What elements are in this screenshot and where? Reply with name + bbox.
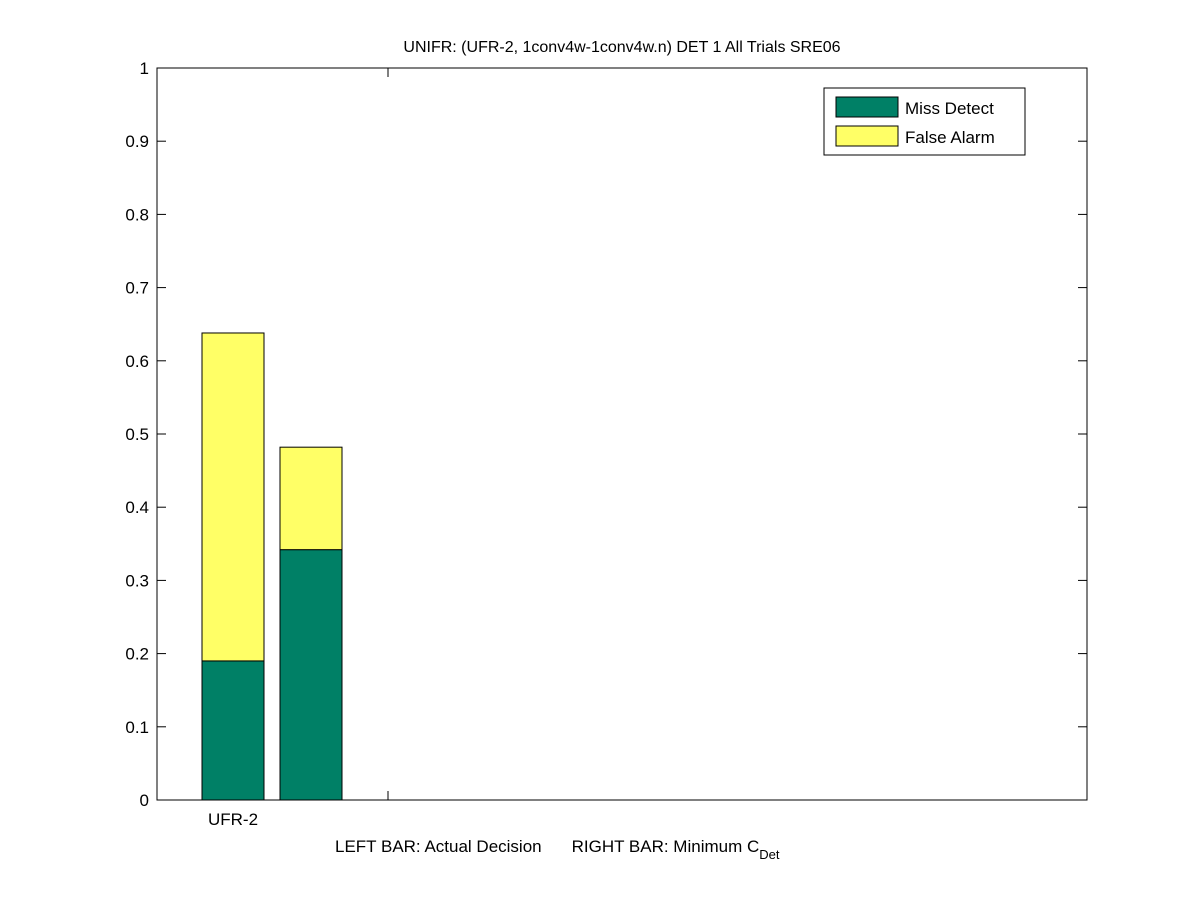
y-tick-label: 0.5 (125, 425, 149, 444)
bar-left-miss-detect (201, 660, 265, 801)
y-tick-label: 0.2 (125, 645, 149, 664)
x-tick-label: UFR-2 (208, 810, 258, 829)
y-tick-label: 0.3 (125, 571, 149, 590)
bar-right-miss-detect (279, 549, 343, 801)
y-tick-label: 1 (140, 59, 149, 78)
chart-title: UNIFR: (UFR-2, 1conv4w-1conv4w.n) DET 1 … (403, 39, 840, 56)
y-tick-label: 0.8 (125, 205, 149, 224)
x-label-subscript: Det (759, 847, 780, 862)
y-tick-label: 0.1 (125, 718, 149, 737)
bar-right-false-alarm (279, 446, 343, 551)
x-axis-label: LEFT BAR: Actual Decision RIGHT BAR: Mini… (335, 837, 780, 862)
x-label-right: RIGHT BAR: Minimum C (572, 837, 760, 856)
y-tick-label: 0.4 (125, 498, 149, 517)
y-tick-label: 0 (140, 791, 149, 810)
y-tick-label: 0.7 (125, 279, 149, 298)
x-label-left: LEFT BAR: Actual Decision (335, 837, 542, 856)
y-tick-label: 0.9 (125, 132, 149, 151)
legend-swatch-miss-detect (835, 96, 899, 118)
legend-label-miss-detect: Miss Detect (905, 99, 994, 118)
y-tick-label: 0.6 (125, 352, 149, 371)
legend-swatch-false-alarm (835, 125, 899, 147)
legend: Miss Detect False Alarm (823, 87, 1026, 156)
legend-label-false-alarm: False Alarm (905, 128, 995, 147)
bar-left-false-alarm (201, 332, 265, 662)
